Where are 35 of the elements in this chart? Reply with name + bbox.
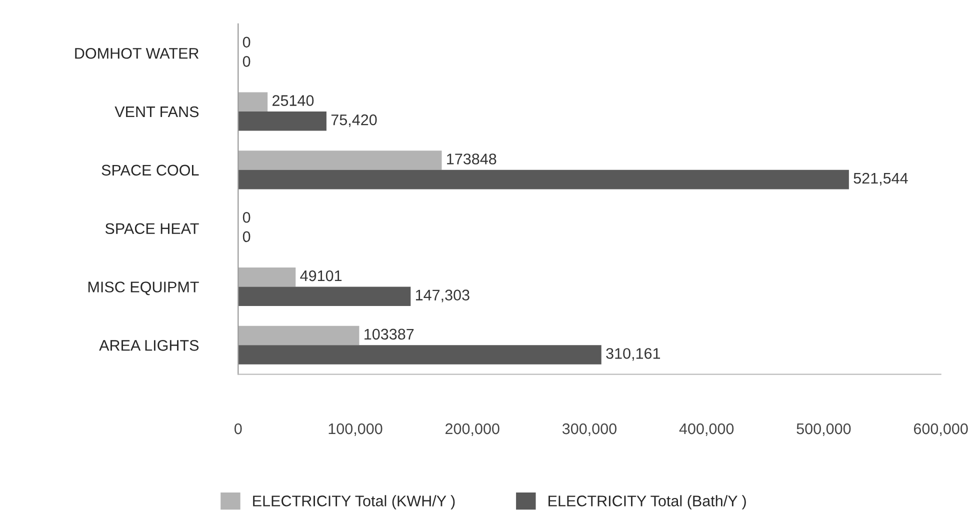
x-tick-label: 200,000	[446, 423, 500, 436]
data-label: 310,161	[606, 348, 660, 361]
x-tick-label: 300,000	[562, 423, 616, 436]
data-label: 0	[242, 212, 250, 223]
bar	[238, 170, 849, 190]
data-label: 147,303	[416, 290, 470, 302]
data-label: 49101	[300, 270, 342, 282]
x-tick-label: 600,000	[914, 423, 968, 436]
y-tick-label: SPACE HEAT	[105, 223, 199, 234]
y-tick-label: SPACE COOL	[102, 164, 199, 176]
bar	[238, 150, 442, 170]
data-label: 521,544	[854, 172, 908, 186]
data-label: 0	[242, 56, 250, 67]
legend-label: ELECTRICITY Total (Bath/Y )	[548, 495, 746, 510]
bar	[238, 286, 411, 306]
legend-label: ELECTRICITY Total (KWH/Y )	[253, 495, 455, 510]
data-label: 0	[242, 231, 250, 242]
bar	[238, 267, 296, 287]
y-tick-label: DOMHOT WATER	[75, 48, 199, 59]
bar	[238, 112, 326, 131]
bar	[238, 345, 602, 364]
x-tick-label: 400,000	[679, 423, 734, 436]
x-tick-label: 0	[234, 423, 242, 434]
x-tick-label: 100,000	[328, 423, 382, 436]
data-label: 75,420	[331, 114, 377, 128]
y-tick-label: VENT FANS	[114, 106, 199, 118]
x-tick-label: 500,000	[796, 423, 851, 436]
data-label: 103387	[364, 328, 414, 340]
data-label: 25140	[272, 95, 314, 106]
y-tick-label: MISC EQUIPMT	[88, 282, 199, 296]
bar	[238, 326, 360, 346]
bar	[238, 92, 268, 112]
data-label: 173848	[447, 154, 496, 164]
y-tick-label: AREA LIGHTS	[99, 340, 199, 351]
data-label: 0	[242, 36, 250, 48]
